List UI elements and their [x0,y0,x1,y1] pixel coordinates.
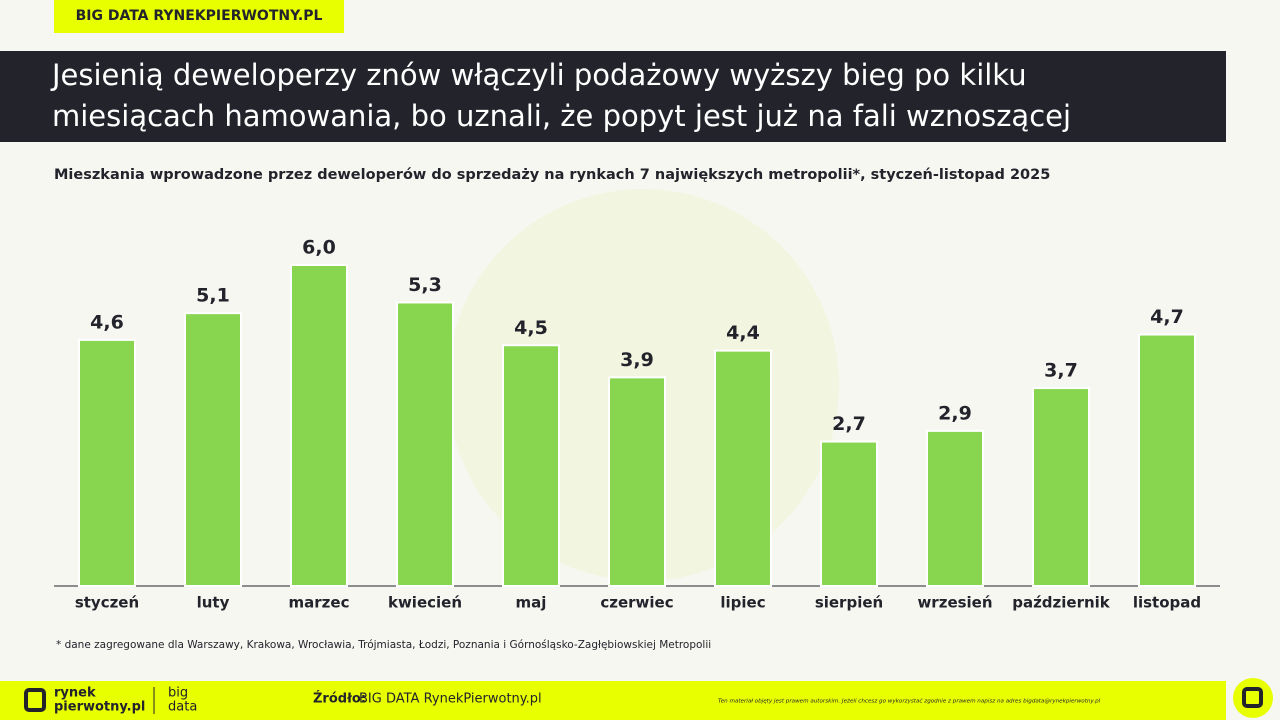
bigdata-text: big [168,686,188,701]
x-tick-label: czerwiec [600,594,673,612]
source: BIG DATA RynekPierwotny.pl [359,692,542,707]
x-tick-label: maj [516,594,547,612]
title-band [0,51,1226,142]
footer-band [0,681,1226,720]
value-label: 2,9 [938,402,972,424]
bar [926,429,984,587]
header-tag: BIG DATA RYNEKPIERWOTNY.PL [76,8,323,24]
x-tick-label: lipiec [720,594,765,612]
x-tick-label: luty [197,594,230,612]
value-label: 4,6 [90,311,124,333]
bar [78,338,136,587]
bar [184,312,242,587]
value-label: 6,0 [302,237,336,259]
footnote: * dane zagregowane dla Warszawy, Krakowa… [56,639,711,651]
bar [290,264,348,587]
bigdata-text: data [168,700,197,715]
bar [502,344,560,587]
disclaimer: Ten materiał objęty jest prawem autorski… [718,698,1101,705]
corner-logo-icon [1242,687,1263,708]
value-label: 5,3 [408,274,442,296]
bar [1138,333,1196,587]
value-label: 3,7 [1044,360,1078,382]
x-tick-label: kwiecień [388,594,462,612]
x-tick-label: wrzesień [917,594,992,612]
logo-text: pierwotny.pl [54,700,145,715]
x-tick-label: październik [1012,594,1111,612]
x-tick-label: sierpień [815,594,883,612]
bar [714,349,772,587]
bar [608,376,666,587]
source-label: Źródło: [313,691,366,707]
x-tick-label: marzec [289,594,350,612]
value-label: 2,7 [832,413,866,435]
value-label: 5,1 [196,285,230,307]
value-label: 4,7 [1150,306,1184,328]
bar [396,301,454,587]
value-label: 4,4 [726,322,760,344]
chart-title: miesiącach hamowania, bo uznali, że popy… [52,99,1071,133]
bar [1032,387,1090,587]
chart-subtitle: Mieszkania wprowadzone przez deweloperów… [54,167,1050,183]
chart-title: Jesienią deweloperzy znów włączyli podaż… [50,58,1027,92]
bar [820,440,878,587]
corner-logo [1233,678,1273,718]
logo-icon [24,688,46,712]
logo-text: rynek [54,686,96,701]
value-label: 4,5 [514,317,548,339]
header-tag-box [54,0,344,33]
value-label: 3,9 [620,349,654,371]
x-tick-label: listopad [1133,594,1201,612]
x-tick-label: styczeń [75,594,139,612]
